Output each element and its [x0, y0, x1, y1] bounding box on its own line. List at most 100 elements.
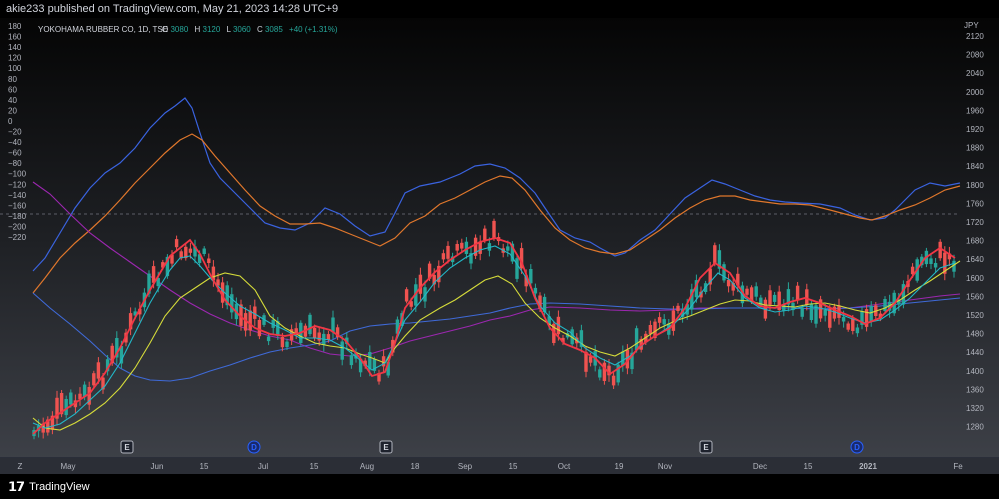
low-label: L: [227, 25, 232, 34]
right-axis-tick: 1400: [966, 367, 984, 376]
candle: [317, 327, 321, 346]
candle: [276, 317, 280, 340]
candle: [611, 372, 616, 389]
candle: [630, 347, 634, 374]
candle: [446, 241, 450, 264]
timezone-button[interactable]: Z: [18, 462, 23, 471]
oscillator-orange-line: [32, 133, 961, 294]
candle: [823, 304, 827, 322]
candle: [662, 314, 666, 330]
candle: [211, 260, 216, 287]
candle: [621, 345, 625, 372]
candle: [220, 277, 225, 309]
right-axis-tick: 1680: [966, 237, 984, 246]
candle: [455, 240, 459, 255]
right-axis-tick: 1600: [966, 274, 984, 283]
right-axis-tick: 1480: [966, 330, 984, 339]
candle: [377, 369, 381, 385]
candle: [46, 416, 50, 436]
time-axis-label: Fe: [953, 462, 963, 471]
candle: [354, 348, 358, 363]
candle: [657, 312, 662, 328]
earnings-badge[interactable]: E: [699, 440, 713, 454]
candle: [561, 335, 565, 346]
candle: [552, 321, 556, 346]
time-axis-label: Dec: [753, 462, 767, 471]
candle: [487, 237, 492, 257]
ma-red-line: [32, 237, 956, 435]
candle: [952, 254, 956, 278]
candle: [745, 285, 749, 298]
candle: [584, 346, 588, 378]
left-axis-tick: −200: [8, 223, 27, 232]
low-value: 3060: [233, 25, 251, 34]
earnings-badge[interactable]: E: [120, 440, 134, 454]
left-axis-tick: −20: [8, 128, 22, 137]
candle: [202, 246, 206, 257]
candle: [883, 296, 887, 314]
left-axis-tick: −180: [8, 212, 27, 221]
right-axis-tick: 1320: [966, 404, 984, 413]
footer-bar: 𝟭𝟳 TradingView: [0, 474, 999, 499]
candle: [602, 359, 607, 385]
right-axis[interactable]: 2120 2080 2040 2000 1960 1920 1880 1840 1800 1760…: [966, 32, 984, 432]
left-axis-tick: −160: [8, 201, 27, 210]
candle: [929, 253, 933, 270]
left-axis-tick: 0: [8, 117, 13, 126]
time-axis-label: 19: [615, 462, 624, 471]
candle: [855, 323, 860, 337]
left-axis-tick: −40: [8, 138, 22, 147]
candle: [266, 332, 271, 346]
candle: [938, 239, 942, 261]
candle: [492, 218, 496, 241]
time-axis[interactable]: Z May Jun 15 Jul 15 Aug 18 Sep 15 Oct 19 Nov Dec 15 202…: [0, 458, 999, 474]
candle: [335, 324, 340, 340]
candle: [469, 247, 473, 270]
close-value: 3085: [265, 25, 283, 34]
right-axis-tick: 1880: [966, 144, 984, 153]
candle: [138, 301, 142, 322]
candle: [478, 235, 482, 261]
candle: [869, 301, 873, 327]
right-axis-tick: 2120: [966, 32, 984, 41]
right-axis-tick: 1280: [966, 423, 984, 432]
svg-text:D: D: [854, 443, 860, 452]
svg-text:YOKOHAMA RUBBER CO, 1D, TSE: YOKOHAMA RUBBER CO, 1D, TSE O 3080 H 312…: [38, 25, 338, 34]
candle: [731, 277, 735, 296]
right-axis-tick: 1440: [966, 348, 984, 357]
earnings-badge[interactable]: E: [379, 440, 393, 454]
candle: [69, 389, 73, 408]
candle: [864, 304, 869, 332]
right-axis-tick: 1720: [966, 218, 984, 227]
tradingview-logo-icon: 𝟭𝟳: [8, 479, 25, 494]
candle: [55, 390, 59, 426]
left-axis-tick: 180: [8, 22, 22, 31]
symbol-legend: YOKOHAMA RUBBER CO, 1D, TSE O 3080 H 312…: [38, 25, 338, 34]
candle: [404, 287, 409, 304]
oscillator-blue-line: [32, 97, 961, 272]
left-axis-tick: 100: [8, 64, 22, 73]
left-axis-tick: 40: [8, 96, 17, 105]
candle: [105, 355, 110, 376]
candle: [170, 250, 174, 268]
dividend-badge[interactable]: D: [247, 440, 261, 454]
candle: [754, 282, 758, 301]
dividend-badge[interactable]: D: [850, 440, 864, 454]
candle: [418, 267, 423, 301]
tradingview-brand[interactable]: 𝟭𝟳 TradingView: [8, 479, 90, 495]
open-value: 3080: [170, 25, 188, 34]
candle: [441, 249, 446, 264]
candle: [92, 370, 96, 388]
candle: [437, 260, 441, 288]
svg-text:D: D: [251, 443, 257, 452]
candle: [607, 359, 611, 382]
right-axis-tick: 1560: [966, 292, 984, 301]
candle: [285, 338, 289, 350]
candle: [726, 273, 731, 293]
candle: [128, 307, 133, 336]
right-axis-tick: 1520: [966, 311, 984, 320]
candle: [648, 320, 653, 339]
candle: [64, 395, 68, 419]
